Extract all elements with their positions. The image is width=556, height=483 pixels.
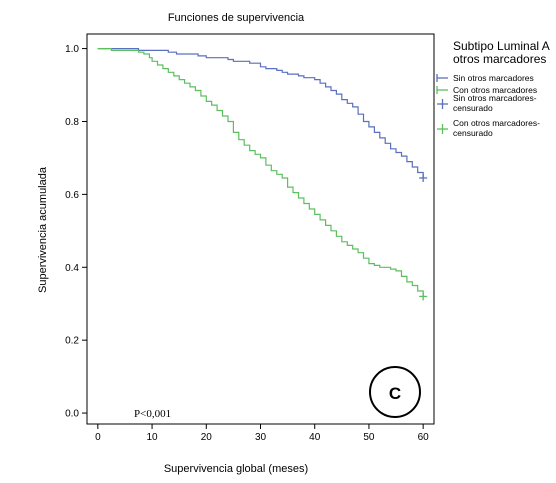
plot-frame xyxy=(86,33,435,425)
y-tick-label: 1.0 xyxy=(65,44,79,55)
p-value-annotation: P<0,001 xyxy=(134,408,171,420)
y-tick-label: 0.8 xyxy=(65,117,79,128)
legend-label: censurado xyxy=(453,103,493,113)
legend-title-line1: Subtipo Luminal A xyxy=(453,39,550,53)
x-tick-label: 30 xyxy=(255,432,267,443)
y-tick-label: 0.6 xyxy=(65,190,79,201)
legend-entry: Sin otros marcadores xyxy=(436,73,534,83)
legend-entry: Con otros marcadores-censurado xyxy=(437,118,540,138)
survival-curve-1 xyxy=(97,48,424,297)
y-tick-label: 0.0 xyxy=(65,409,79,420)
x-tick-label: 20 xyxy=(201,432,213,443)
legend-label: Sin otros marcadores- xyxy=(453,93,537,103)
legend-title-line2: otros marcadores xyxy=(453,52,546,66)
panel-label-badge: C xyxy=(369,366,421,418)
legend-label: Con otros marcadores- xyxy=(453,118,540,128)
y-axis-title: Supervivencia acumulada xyxy=(37,166,49,293)
x-tick-label: 40 xyxy=(309,432,321,443)
y-tick-label: 0.4 xyxy=(65,263,79,274)
legend-entry: Sin otros marcadores-censurado xyxy=(437,93,537,113)
plot-area: 0 10 20 30 40 50 60 0.0 0.2 0.4 0.6 0.8 1.0 xyxy=(65,33,435,443)
x-tick-label: 50 xyxy=(363,432,375,443)
legend-entry: Con otros marcadores xyxy=(436,85,537,95)
x-tick-label: 60 xyxy=(418,432,430,443)
x-tick-label: 10 xyxy=(147,432,159,443)
panel-label: C xyxy=(389,384,401,403)
chart-title: Funciones de supervivencia xyxy=(168,12,305,24)
legend-label: censurado xyxy=(453,128,493,138)
legend-label: Con otros marcadores xyxy=(453,85,537,95)
x-tick-label: 0 xyxy=(95,432,101,443)
survival-curve-0 xyxy=(97,48,424,178)
x-axis-title: Supervivencia global (meses) xyxy=(164,463,308,475)
y-tick-label: 0.2 xyxy=(65,336,79,347)
legend: Subtipo Luminal A otros marcadores Sin o… xyxy=(436,39,550,138)
legend-label: Sin otros marcadores xyxy=(453,73,534,83)
